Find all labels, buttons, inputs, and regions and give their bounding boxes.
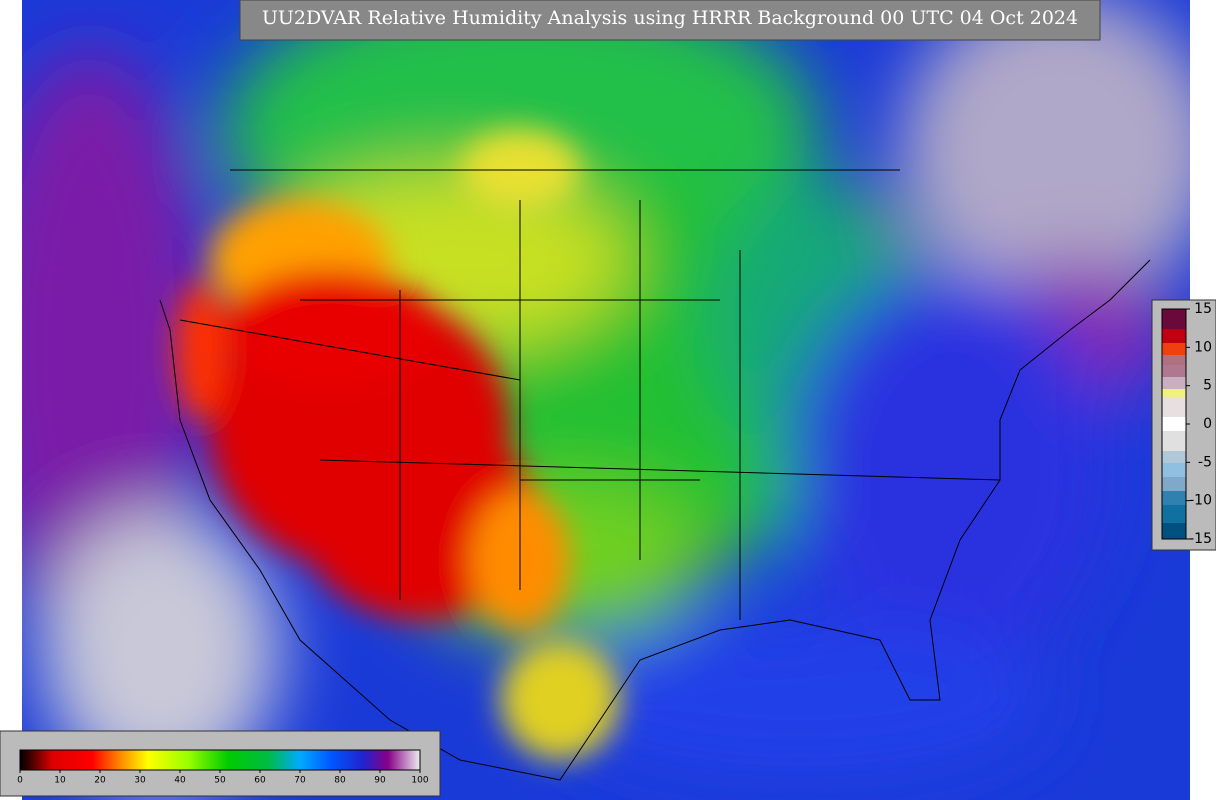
diff-colorbar-tick-label: -5 [1198, 454, 1212, 470]
diff-colorbar-tick-label: -15 [1189, 531, 1212, 547]
diff-colorbar [1161, 308, 1187, 540]
colorbar-tick-label: 90 [374, 776, 386, 786]
colorbar-tick-label: 50 [214, 776, 226, 786]
colorbar-tick-label: 70 [294, 776, 306, 786]
diff-colorbar-tick-label: 0 [1203, 416, 1212, 432]
diff-colorbar-tick-label: -10 [1189, 493, 1212, 509]
diff-colorbar-tick-label: 10 [1194, 339, 1212, 355]
colorbar-tick-label: 40 [174, 776, 186, 786]
colorbar-tick-label: 100 [411, 776, 428, 786]
diff-colorbar-tick-label: 15 [1194, 301, 1212, 317]
colorbar-tick-label: 30 [134, 776, 146, 786]
colorbar-tick-label: 60 [254, 776, 266, 786]
diff-colorbar-tick-label: 5 [1203, 378, 1212, 394]
colorbar-tick-label: 80 [334, 776, 346, 786]
colorbar [19, 749, 421, 771]
title-box [239, 0, 1101, 41]
colorbar-tick-label: 0 [17, 776, 23, 786]
map-title: UU2DVAR Relative Humidity Analysis using… [262, 7, 1078, 29]
colorbar-tick-label: 10 [54, 776, 66, 786]
colorbar-tick-label: 20 [94, 776, 106, 786]
